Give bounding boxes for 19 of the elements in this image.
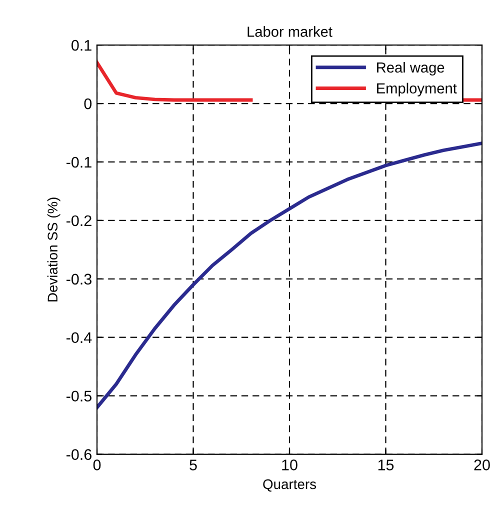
y-tick-label: 0.1 xyxy=(72,40,92,51)
y-tick-label: -0.2 xyxy=(66,215,92,226)
y-tick-label: -0.4 xyxy=(66,332,92,344)
x-axis-title: Quarters xyxy=(263,479,316,492)
line-series xyxy=(97,142,482,410)
chart-title: Labor market xyxy=(248,26,332,37)
y-tick-label: -0.6 xyxy=(66,449,92,460)
x-tick-label: 20 xyxy=(474,460,490,470)
x-tick-label: 0 xyxy=(93,460,101,470)
legend-label: Employment xyxy=(377,82,457,96)
y-tick-label: -0.3 xyxy=(66,274,92,285)
legend-label: Real wage xyxy=(377,62,444,76)
x-tick-label: 10 xyxy=(282,460,298,470)
x-tick-label: 15 xyxy=(378,460,394,470)
y-axis-title: Deviation SS (%) xyxy=(47,198,60,302)
y-tick-label: -0.5 xyxy=(66,390,92,402)
x-tick-label: 5 xyxy=(190,460,197,470)
y-tick-label: -0.1 xyxy=(66,156,92,168)
y-tick-label: 0 xyxy=(84,98,92,110)
